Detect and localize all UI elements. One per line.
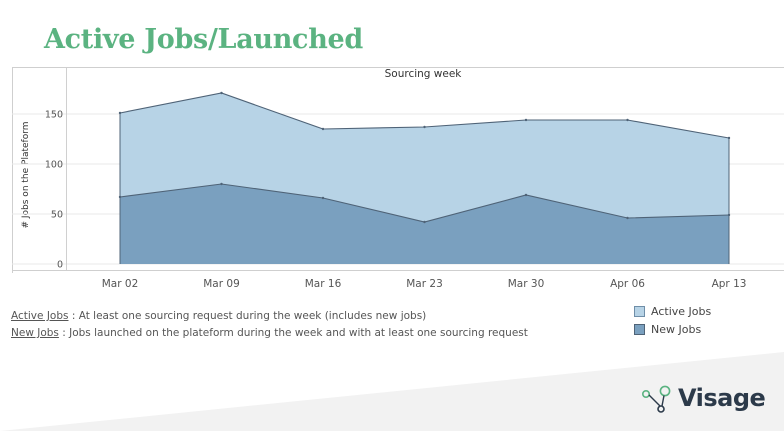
y-tick-label: 50 [51, 210, 63, 221]
legend-swatch-new-jobs [634, 323, 645, 335]
x-tick-label: Apr 06 [610, 278, 645, 290]
point-new-jobs [626, 216, 629, 220]
y-tick-label: 0 [57, 260, 63, 271]
chart-frame [12, 67, 784, 273]
area-new-jobs [120, 184, 729, 264]
point-new-jobs [321, 196, 325, 200]
legend: Active Jobs New Jobs [634, 302, 711, 338]
x-tick-label: Mar 02 [102, 278, 139, 290]
x-tick-label: Mar 16 [305, 278, 342, 290]
x-tick-label: Mar 09 [203, 278, 240, 290]
x-tick-label: Mar 30 [508, 278, 545, 290]
logo-text: Visage [678, 384, 766, 412]
legend-item-new-jobs[interactable]: New Jobs [634, 320, 711, 338]
note-term-new-jobs: New Jobs [11, 327, 59, 339]
point-active-jobs [423, 125, 426, 129]
note-active-jobs: Active Jobs : At least one sourcing requ… [11, 310, 528, 327]
note-term-active-jobs: Active Jobs [11, 310, 69, 322]
point-new-jobs [220, 182, 223, 186]
x-tick-label: Mar 23 [406, 278, 443, 290]
network-nodes-icon [641, 385, 671, 413]
legend-item-active-jobs[interactable]: Active Jobs [634, 302, 711, 320]
point-new-jobs [423, 220, 426, 224]
point-active-jobs [626, 118, 629, 122]
y-tick-label: 100 [45, 160, 63, 171]
point-active-jobs [321, 127, 325, 131]
legend-swatch-active-jobs [634, 305, 645, 317]
point-new-jobs [524, 193, 528, 197]
legend-label-active-jobs: Active Jobs [651, 304, 712, 318]
note-text-active-jobs: : At least one sourcing request during t… [68, 310, 427, 322]
notes: Active Jobs : At least one sourcing requ… [11, 310, 528, 344]
point-active-jobs [524, 118, 528, 122]
visage-logo: Visage [640, 383, 766, 413]
legend-label-new-jobs: New Jobs [651, 322, 702, 336]
y-tick-label: 150 [45, 110, 63, 121]
note-text-new-jobs: : Jobs launched on the plateform during … [58, 327, 528, 339]
note-new-jobs: New Jobs : Jobs launched on the platefor… [11, 327, 528, 344]
x-tick-label: Apr 13 [712, 278, 747, 290]
page-title: Active Jobs/Launched [44, 24, 363, 55]
point-active-jobs [220, 91, 223, 95]
chart-title: Sourcing week [384, 68, 462, 80]
